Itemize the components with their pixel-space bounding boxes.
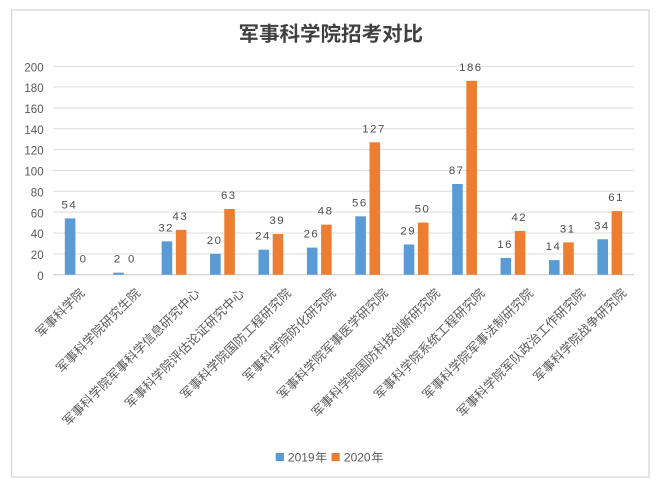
svg-text:16: 16 — [497, 239, 513, 251]
svg-text:100: 100 — [24, 167, 43, 179]
svg-text:60: 60 — [31, 208, 44, 220]
svg-text:160: 160 — [24, 104, 43, 116]
svg-text:20: 20 — [31, 250, 44, 262]
svg-text:43: 43 — [173, 211, 189, 223]
svg-text:50: 50 — [415, 204, 431, 216]
svg-text:48: 48 — [318, 206, 334, 218]
svg-text:0: 0 — [37, 271, 43, 283]
svg-text:26: 26 — [304, 229, 320, 241]
svg-text:63: 63 — [221, 190, 237, 202]
svg-text:39: 39 — [269, 215, 285, 227]
svg-text:14: 14 — [546, 241, 562, 253]
svg-text:2020: 2020 — [344, 451, 371, 465]
svg-text:180: 180 — [24, 83, 43, 95]
svg-text:20: 20 — [207, 235, 223, 247]
svg-text:0: 0 — [128, 254, 136, 266]
svg-text:40: 40 — [31, 229, 44, 241]
svg-text:31: 31 — [560, 223, 576, 235]
svg-text:29: 29 — [400, 225, 416, 237]
svg-text:0: 0 — [80, 254, 88, 266]
svg-text:127: 127 — [362, 123, 386, 135]
svg-text:24: 24 — [255, 231, 271, 243]
svg-text:200: 200 — [24, 62, 43, 74]
svg-text:42: 42 — [511, 212, 527, 224]
svg-text:2019: 2019 — [288, 451, 315, 465]
svg-text:32: 32 — [158, 222, 174, 234]
svg-text:56: 56 — [352, 197, 368, 209]
svg-text:186: 186 — [459, 62, 483, 74]
svg-text:140: 140 — [24, 125, 43, 137]
svg-text:80: 80 — [31, 187, 44, 199]
svg-text:61: 61 — [608, 192, 624, 204]
svg-text:34: 34 — [594, 220, 610, 232]
svg-text:87: 87 — [449, 165, 465, 177]
svg-text:120: 120 — [24, 146, 43, 158]
svg-text:2: 2 — [114, 254, 122, 266]
svg-text:54: 54 — [62, 199, 78, 211]
